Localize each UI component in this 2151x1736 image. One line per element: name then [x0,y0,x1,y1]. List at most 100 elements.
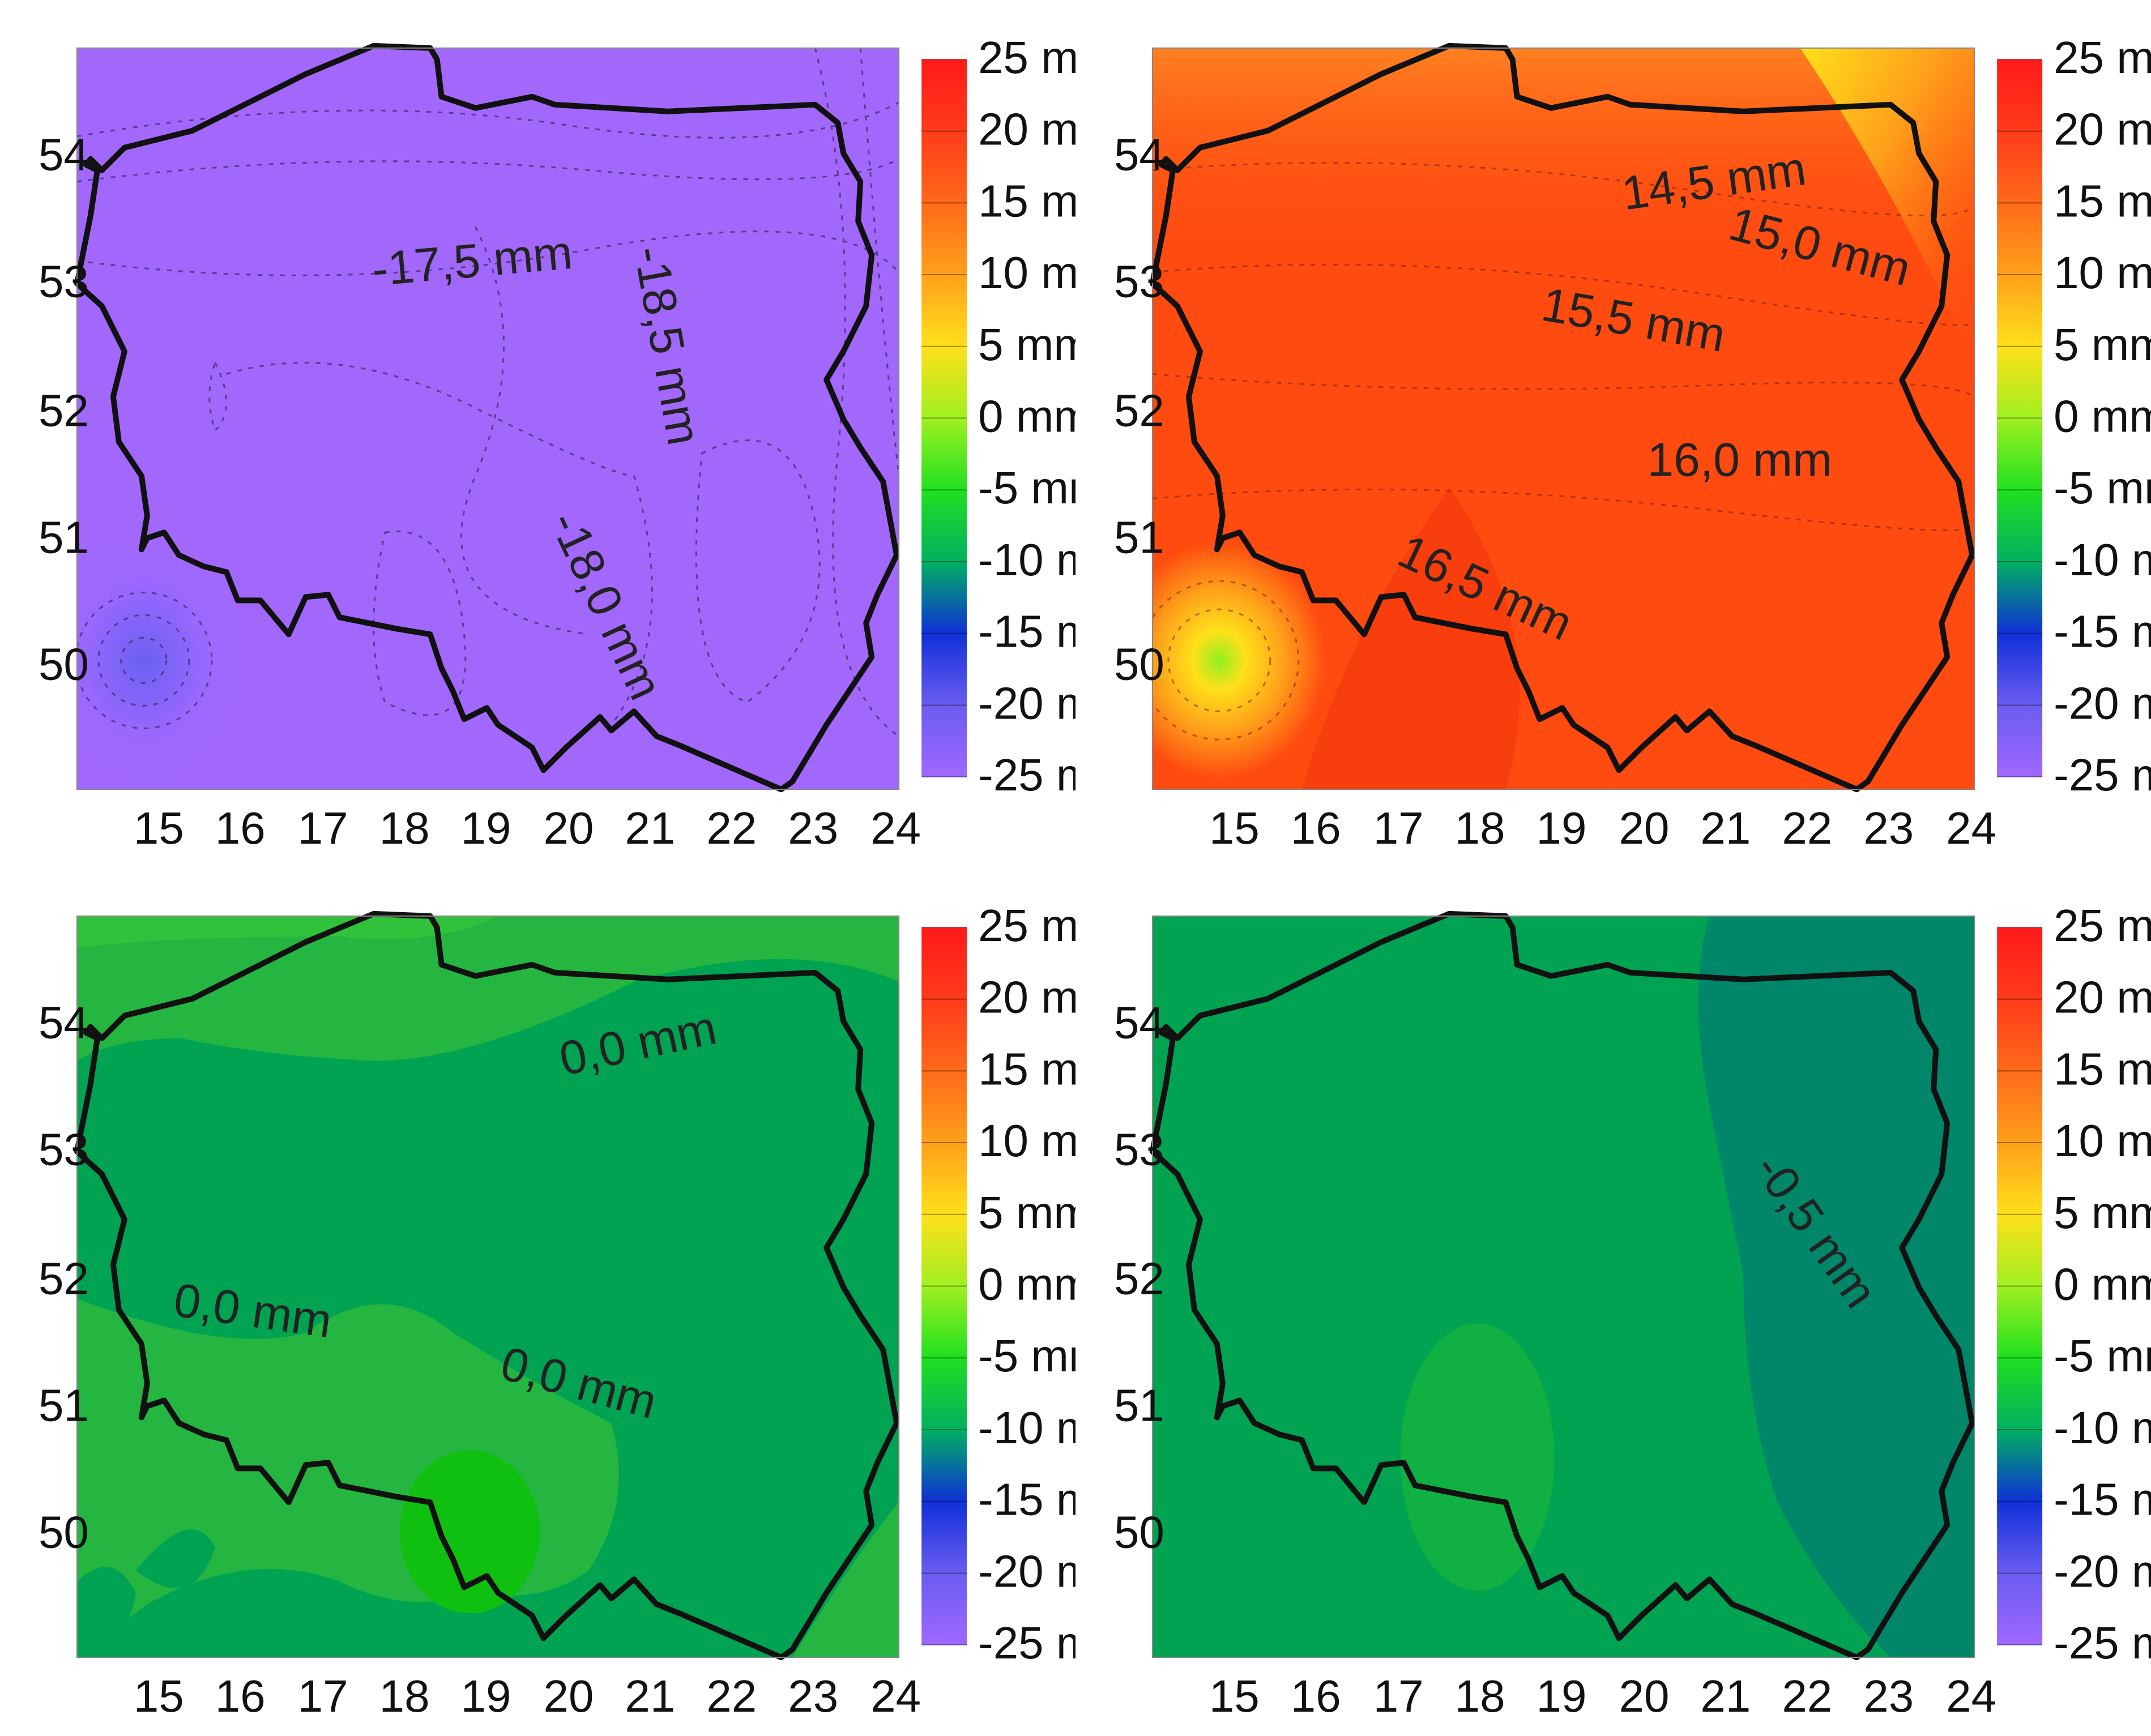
x-tick-label: 20 [543,803,594,853]
colorbar-tick-label: 25 mm [978,900,1076,951]
x-tick-label: 23 [788,1671,838,1721]
x-tick-label: 16 [215,1671,266,1721]
y-tick-label: 51 [39,512,89,562]
y-tick-label: 50 [39,639,89,689]
colorbar-tick-label: -10 mm [978,535,1076,585]
y-tick-label: 54 [1114,130,1164,180]
x-axis: 15 16 17 18 19 20 21 22 23 24 [134,803,921,853]
map-panel-top-left: -17,5 mm -18,5 mm -18,0 mm 54 53 52 51 5… [0,0,1076,868]
x-tick-label: 23 [1863,803,1914,853]
y-tick-label: 51 [1114,512,1164,562]
colorbar-tick-label: 25 mm [978,32,1076,83]
y-tick-label: 50 [1114,1507,1164,1557]
x-tick-label: 15 [1209,1671,1260,1721]
y-tick-label: 53 [39,1124,89,1175]
y-tick-label: 50 [39,1507,89,1557]
y-tick-label: 53 [1114,256,1164,307]
x-tick-label: 20 [1619,803,1669,853]
map-panel-top-right: 14,5 mm 15,0 mm 15,5 mm 16,0 mm 16,5 mm … [1076,0,2151,868]
colorbar-tick-label: 0 mm [978,1259,1076,1310]
colorbar-tick-label: -20 mm [2054,678,2151,728]
contour-label: 16,0 mm [1647,433,1832,486]
x-tick-label: 19 [1537,1671,1587,1721]
map-panel-svg: -0,5 mm 54 53 52 51 50 15 16 17 18 19 20… [1114,900,2151,1721]
colorbar-tick-label: -10 mm [2054,535,2151,585]
colorbar-tick-label: -10 mm [2054,1403,2151,1453]
x-tick-label: 19 [461,803,511,853]
colorbar-tick-label: -5 mm [2054,1331,2151,1381]
x-tick-label: 24 [1946,803,1996,853]
colorbar-tick-label: 10 mm [978,247,1076,298]
y-tick-label: 52 [1114,1254,1164,1304]
colorbar-tick-label: 0 mm [978,391,1076,442]
map-panel-svg: 14,5 mm 15,0 mm 15,5 mm 16,0 mm 16,5 mm … [1114,32,2151,853]
colorbar-tick-label: 5 mm [2054,1187,2151,1238]
colorbar-tick-label: 20 mm [2054,972,2151,1023]
colorbar-tick-label: 10 mm [2054,247,2151,298]
map-panel-bottom-right: -0,5 mm 54 53 52 51 50 15 16 17 18 19 20… [1076,868,2151,1736]
x-tick-label: 17 [1373,1671,1424,1721]
x-tick-label: 18 [379,803,430,853]
x-tick-label: 21 [625,803,675,853]
x-tick-label: 21 [1700,803,1751,853]
colorbar-tick-label: -20 mm [2054,1546,2151,1596]
colorbar-tick-label: 25 mm [2054,32,2151,83]
x-tick-label: 24 [870,803,921,853]
x-tick-label: 21 [1700,1671,1751,1721]
x-tick-label: 23 [788,803,838,853]
y-tick-label: 54 [39,130,89,180]
x-tick-label: 16 [1291,803,1341,853]
colorbar-tick-label: 5 mm [978,319,1076,370]
colorbar-tick-label: 15 mm [978,1044,1076,1094]
contour-lines [76,48,899,785]
colorbar-tick-label: 20 mm [978,104,1076,155]
x-tick-label: 21 [625,1671,675,1721]
colorbar-tick-label: -5 mm [978,1331,1076,1381]
plot-frame [76,915,900,1658]
y-axis: 54 53 52 51 50 [1114,998,1164,1558]
colorbar-labels: 25 mm 20 mm 15 mm 10 mm 5 mm 0 mm -5 mm -10 mm -… [1997,900,2151,1668]
map-panel-svg: 0,0 mm 0,0 mm 0,0 mm 54 53 52 51 50 15 1… [39,900,1076,1721]
x-tick-label: 22 [1782,1671,1832,1721]
y-tick-label: 52 [39,386,89,436]
colorbar-tick-label: -15 mm [978,1474,1076,1525]
contour-fill [1400,916,1975,1658]
x-tick-label: 22 [706,803,757,853]
y-tick-label: 53 [1114,1124,1164,1175]
colorbar-labels: 25 mm 20 mm 15 mm 10 mm 5 mm 0 mm -5 mm -10 mm -… [921,900,1076,1668]
map-panel-svg: -17,5 mm -18,5 mm -18,0 mm 54 53 52 51 5… [39,32,1076,853]
y-tick-label: 53 [39,256,89,307]
x-tick-label: 16 [1291,1671,1341,1721]
colorbar-gradient [921,927,967,1645]
plot-frame [76,47,900,790]
plot-frame [1151,47,1975,790]
x-axis: 15 16 17 18 19 20 21 22 23 24 [1209,1671,1996,1721]
colorbar-tick-label: 15 mm [2054,176,2151,226]
colorbar-tick-label: 0 mm [2054,1259,2151,1310]
x-tick-label: 18 [1455,1671,1505,1721]
colorbar-labels: 25 mm 20 mm 15 mm 10 mm 5 mm 0 mm -5 mm -10 mm -… [1997,32,2151,800]
colorbar-tick-label: -20 mm [978,678,1076,728]
x-tick-label: 15 [134,803,184,853]
x-tick-label: 17 [298,803,348,853]
colorbar-tick-label: -5 mm [2054,463,2151,513]
y-tick-label: 51 [1114,1380,1164,1430]
x-tick-label: 18 [1455,803,1505,853]
colorbar: 25 mm 20 mm 15 mm 10 mm 5 mm 0 mm -5 mm -10 mm -… [1997,32,2151,800]
y-tick-label: 50 [1114,639,1164,689]
colorbar: 25 mm 20 mm 15 mm 10 mm 5 mm 0 mm -5 mm -10 mm -… [921,900,1076,1668]
x-tick-label: 15 [1209,803,1260,853]
plot-frame [1151,915,1975,1658]
y-tick-label: 51 [39,1380,89,1430]
x-tick-label: 20 [543,1671,594,1721]
colorbar-tick-label: 15 mm [978,176,1076,226]
y-axis: 54 53 52 51 50 [39,998,89,1558]
x-tick-label: 19 [1537,803,1587,853]
colorbar-tick-label: -5 mm [978,463,1076,513]
y-axis: 54 53 52 51 50 [39,130,89,690]
colorbar-tick-label: -15 mm [2054,1474,2151,1525]
x-axis: 15 16 17 18 19 20 21 22 23 24 [1209,803,1996,853]
x-tick-label: 18 [379,1671,430,1721]
colorbar-tick-label: -25 mm [978,750,1076,800]
colorbar-tick-label: 10 mm [978,1115,1076,1166]
